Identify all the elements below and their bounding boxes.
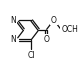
Text: O: O — [51, 16, 57, 25]
Text: OCH₃: OCH₃ — [61, 25, 78, 34]
Text: O: O — [43, 35, 49, 44]
Text: N: N — [11, 35, 16, 44]
Text: Cl: Cl — [28, 51, 35, 60]
Text: N: N — [11, 16, 16, 25]
